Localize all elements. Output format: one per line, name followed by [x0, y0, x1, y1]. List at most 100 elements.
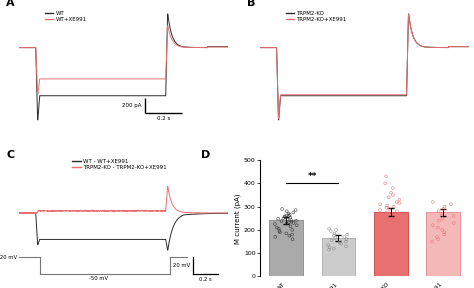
Point — [382, 174, 390, 179]
Point — [288, 232, 296, 237]
Text: B: B — [247, 0, 255, 8]
Point — [272, 235, 279, 239]
Point — [395, 201, 403, 205]
Point — [383, 211, 390, 216]
Point — [288, 219, 295, 224]
Point — [429, 200, 437, 204]
Point — [385, 195, 392, 200]
Point — [326, 245, 333, 250]
Point — [283, 217, 291, 222]
Point — [278, 206, 286, 211]
Point — [330, 233, 337, 238]
Point — [450, 221, 457, 225]
Point — [384, 232, 392, 237]
Point — [290, 221, 297, 225]
Point — [289, 237, 296, 242]
Point — [393, 209, 401, 214]
Point — [394, 237, 402, 242]
Point — [383, 214, 391, 218]
Point — [434, 225, 442, 230]
Point — [293, 223, 301, 228]
Point — [285, 211, 292, 216]
Point — [438, 211, 445, 216]
Legend: TRPM2-KO, TRPM2-KO+XE991: TRPM2-KO, TRPM2-KO+XE991 — [283, 9, 349, 25]
Point — [283, 231, 290, 236]
Point — [283, 209, 291, 214]
Point — [285, 233, 293, 238]
Point — [287, 224, 294, 229]
Point — [281, 215, 289, 219]
Point — [396, 218, 404, 223]
Point — [327, 229, 335, 233]
Point — [438, 228, 446, 232]
Bar — [426, 213, 460, 276]
Point — [433, 235, 441, 239]
Text: -20 mV: -20 mV — [0, 255, 17, 260]
Point — [381, 221, 389, 226]
Point — [389, 193, 397, 197]
Point — [394, 223, 402, 228]
Point — [389, 186, 397, 190]
Point — [435, 237, 442, 242]
Point — [440, 232, 448, 237]
Text: -50 mV: -50 mV — [89, 276, 108, 281]
Point — [439, 216, 447, 221]
Point — [342, 239, 350, 244]
Text: A: A — [6, 0, 15, 8]
Point — [389, 216, 396, 221]
Point — [435, 218, 443, 223]
Point — [397, 230, 405, 234]
Point — [340, 235, 348, 239]
Bar — [321, 238, 356, 276]
Text: 20 mV: 20 mV — [173, 264, 191, 268]
Point — [343, 237, 350, 242]
Point — [286, 213, 293, 217]
Point — [324, 243, 332, 247]
Point — [336, 240, 343, 245]
Text: D: D — [201, 150, 210, 160]
Point — [325, 247, 333, 252]
Point — [376, 202, 384, 206]
Point — [429, 223, 437, 228]
Point — [382, 181, 389, 186]
Point — [292, 208, 300, 213]
Point — [276, 230, 284, 234]
Point — [379, 235, 386, 239]
Point — [273, 225, 281, 230]
Point — [389, 219, 397, 224]
Point — [283, 213, 291, 218]
Point — [376, 215, 384, 219]
Point — [271, 222, 279, 226]
Point — [283, 221, 291, 226]
Legend: WT, WT+XE991: WT, WT+XE991 — [43, 9, 89, 25]
Point — [386, 225, 393, 230]
Point — [337, 242, 345, 246]
Point — [328, 238, 335, 243]
Point — [388, 217, 395, 222]
Point — [398, 228, 406, 232]
Point — [447, 202, 455, 206]
Point — [342, 244, 350, 249]
Point — [377, 213, 385, 217]
Y-axis label: M current (pA): M current (pA) — [235, 193, 241, 243]
Point — [440, 230, 448, 234]
Text: 200 pA: 200 pA — [122, 103, 141, 108]
Text: C: C — [6, 150, 15, 160]
Legend: WT - WT+XE991, TRPM2-KO - TRPM2-KO+XE991: WT - WT+XE991, TRPM2-KO - TRPM2-KO+XE991 — [70, 157, 169, 173]
Point — [428, 239, 436, 244]
Point — [275, 229, 283, 233]
Point — [275, 226, 283, 231]
Point — [385, 206, 393, 211]
Point — [383, 205, 390, 210]
Point — [331, 236, 339, 240]
Point — [286, 215, 294, 220]
Point — [280, 216, 287, 221]
Text: **: ** — [308, 173, 317, 181]
Point — [383, 203, 391, 208]
Point — [383, 210, 391, 215]
Point — [441, 204, 448, 209]
Text: 0.2 s: 0.2 s — [157, 116, 170, 121]
Point — [435, 209, 442, 214]
Point — [289, 228, 296, 232]
Point — [332, 228, 340, 232]
